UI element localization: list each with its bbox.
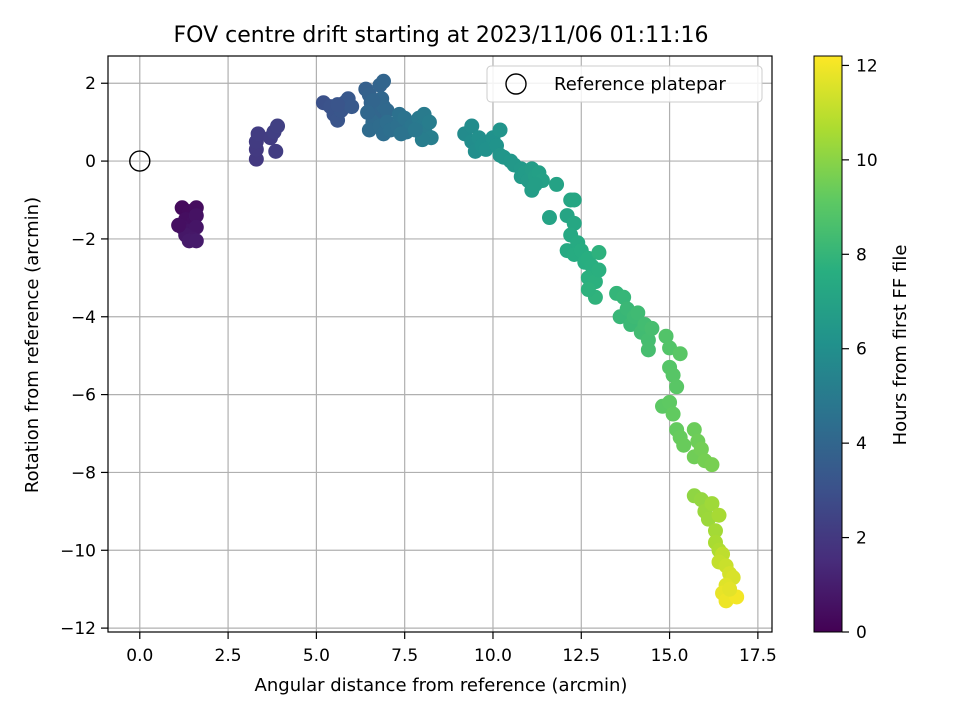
data-point	[566, 215, 582, 231]
reference-marker	[129, 150, 151, 172]
data-points	[171, 73, 745, 609]
y-axis-ticks: 2 0 −2 −4 −6 −8 −10 −12	[60, 74, 108, 639]
data-point	[707, 523, 723, 539]
data-point	[188, 219, 204, 235]
x-tick-label: 15.0	[651, 646, 689, 666]
grid-lines	[108, 56, 772, 632]
x-tick-label: 5.0	[303, 646, 330, 666]
data-point	[360, 104, 376, 120]
y-tick-label: −8	[71, 463, 96, 483]
data-point	[365, 93, 381, 109]
colorbar-ticks: 0 2 4 6 8 10 12	[842, 56, 878, 643]
legend-box	[486, 65, 763, 103]
data-point	[669, 379, 685, 395]
y-tick-label: 2	[85, 74, 96, 94]
data-point	[407, 122, 423, 138]
y-tick-label: −4	[71, 308, 96, 328]
colorbar-tick-label: 6	[856, 340, 867, 360]
data-point	[722, 581, 738, 597]
data-point	[616, 289, 632, 305]
data-point	[171, 217, 187, 233]
data-point	[379, 102, 395, 118]
data-point	[549, 176, 565, 192]
data-point	[421, 114, 437, 130]
data-point	[393, 126, 409, 142]
x-tick-label: 12.5	[562, 646, 600, 666]
data-point	[527, 176, 543, 192]
y-tick-label: −10	[60, 541, 96, 561]
plot-frame	[107, 55, 773, 633]
x-tick-label: 17.5	[739, 646, 777, 666]
y-tick-label: 0	[85, 152, 96, 172]
data-point	[640, 342, 656, 358]
colorbar-gradient	[813, 55, 843, 633]
data-point	[704, 496, 720, 512]
data-point	[268, 143, 284, 159]
colorbar-tick-label: 10	[856, 151, 878, 171]
data-point	[676, 437, 692, 453]
x-axis-label: Angular distance from reference (arcmin)	[255, 675, 628, 696]
data-point	[330, 97, 346, 113]
data-point	[591, 262, 607, 278]
data-point	[693, 441, 709, 457]
legend: Reference platepar	[486, 65, 763, 103]
data-point	[344, 99, 360, 115]
data-point	[630, 305, 646, 321]
colorbar-tick-label: 2	[856, 529, 867, 549]
x-tick-label: 7.5	[391, 646, 418, 666]
data-point	[566, 192, 582, 208]
colorbar-tick-label: 12	[856, 56, 878, 76]
data-point	[711, 507, 727, 523]
x-tick-label: 0.0	[126, 646, 153, 666]
legend-entry: Reference platepar	[554, 74, 726, 95]
x-tick-label: 10.0	[474, 646, 512, 666]
y-tick-label: −12	[60, 619, 96, 639]
colorbar-tick-label: 4	[856, 434, 867, 454]
colorbar-label: Hours from first FF file	[890, 245, 911, 446]
y-tick-label: −6	[71, 386, 96, 406]
x-tick-label: 2.5	[215, 646, 242, 666]
colorbar: 0 2 4 6 8 10 12 Hours from first FF file	[813, 55, 911, 643]
data-point	[686, 422, 702, 438]
data-point	[580, 282, 596, 298]
data-point	[662, 394, 678, 410]
data-point	[665, 406, 681, 422]
data-point	[250, 126, 266, 142]
data-point	[665, 367, 681, 383]
data-point	[644, 320, 660, 336]
data-point	[270, 118, 286, 134]
data-point	[188, 233, 204, 249]
data-point	[464, 118, 480, 134]
data-point	[658, 328, 674, 344]
y-tick-label: −2	[71, 230, 96, 250]
legend-marker	[505, 73, 527, 95]
data-point	[704, 457, 720, 473]
colorbar-tick-label: 8	[856, 245, 867, 265]
data-point	[492, 122, 508, 138]
chart-title: FOV centre drift starting at 2023/11/06 …	[174, 23, 709, 48]
data-point	[541, 210, 557, 226]
x-axis-ticks: 0.0 2.5 5.0 7.5 10.0 12.5 15.0 17.5	[126, 632, 777, 666]
colorbar-tick-label: 0	[856, 623, 867, 643]
data-point	[375, 73, 391, 89]
reference-point	[129, 150, 151, 172]
y-axis-label: Rotation from reference (arcmin)	[22, 197, 43, 493]
data-point	[591, 245, 607, 261]
data-point	[672, 346, 688, 362]
data-point	[188, 208, 204, 224]
